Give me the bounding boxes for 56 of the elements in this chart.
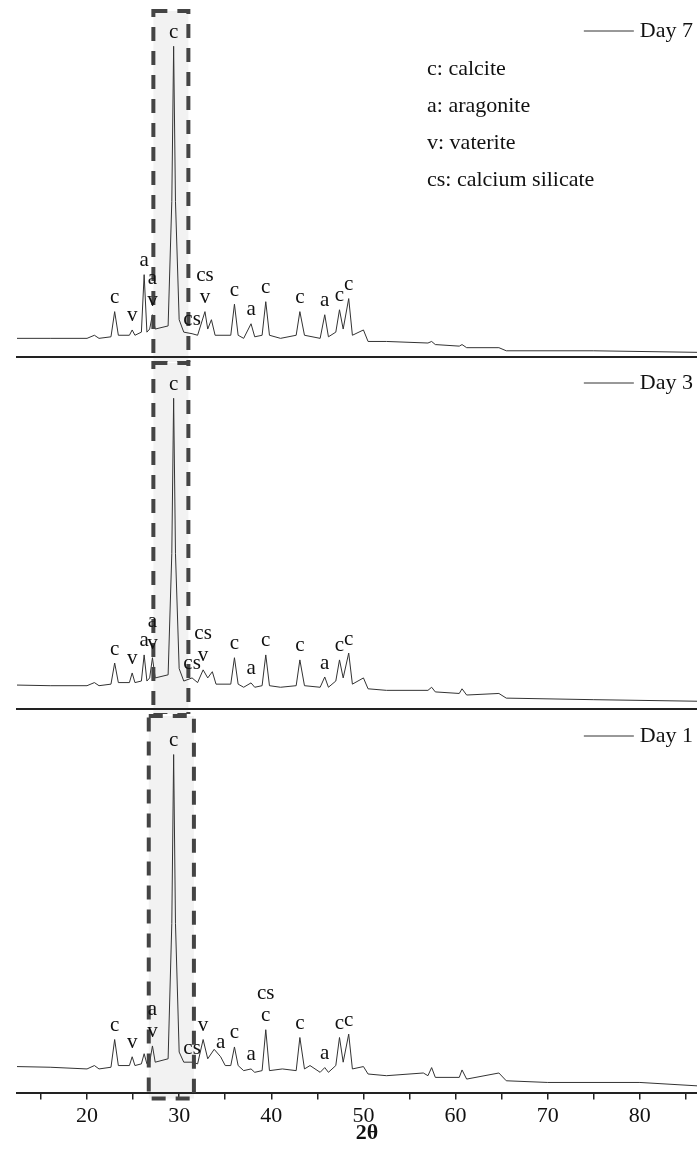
legend-label: Day 7: [639, 16, 693, 42]
annotation: cs: calcium silicate: [427, 165, 595, 191]
annotation: c: [295, 632, 305, 657]
annotation: a: [139, 247, 150, 272]
x-tick-label: 40: [260, 1101, 283, 1127]
annotation: a: [139, 627, 150, 652]
annotation: v: [126, 645, 138, 670]
annotation: a: [147, 265, 158, 290]
annotation: v: [197, 1012, 209, 1037]
annotation: v: [126, 1029, 138, 1054]
annotation: c: [168, 18, 179, 43]
annotation: v: [147, 1018, 159, 1043]
x-tick-label: 70: [536, 1101, 559, 1127]
annotation: c: [334, 632, 345, 657]
annotation: c: [344, 625, 354, 650]
annotation: cs: [196, 262, 214, 287]
annotation: a: [246, 655, 257, 680]
annotation: c: [295, 1010, 305, 1035]
annotation: c: [334, 1010, 345, 1035]
annotation: v: [147, 630, 159, 655]
annotation: c: [229, 630, 240, 655]
x-tick-label: 20: [76, 1101, 99, 1127]
x-tick-label: 30: [168, 1101, 191, 1127]
annotation: c: [168, 727, 179, 752]
annotation: a: [320, 287, 331, 312]
annotation: a: [320, 649, 331, 674]
annotation: cs: [183, 1034, 201, 1059]
annotation: c: [110, 1012, 120, 1037]
annotation: c: [261, 1002, 271, 1027]
annotation: a: [246, 1041, 257, 1066]
x-tick-label: 60: [444, 1101, 467, 1127]
annotation: a: [320, 1040, 331, 1065]
annotation: c: [110, 284, 120, 309]
annotation: c: [334, 282, 345, 307]
x-tick-label: 80: [628, 1101, 651, 1127]
annotation: v: vaterite: [427, 128, 516, 154]
annotation: c: calcite: [427, 54, 506, 80]
annotation: c: [229, 276, 240, 301]
legend-label: Day 3: [639, 368, 693, 394]
annotation: cs: [194, 620, 212, 645]
annotation: c: [229, 1019, 240, 1044]
annotation: c: [295, 284, 305, 309]
annotation: c: [344, 271, 354, 296]
annotation: a: aragonite: [427, 91, 531, 117]
annotation: v: [126, 302, 138, 327]
annotation: a: [246, 296, 257, 321]
annotation: a: [147, 608, 158, 633]
annotation: c: [110, 635, 120, 660]
legend-label: Day 1: [639, 721, 693, 747]
annotation: v: [199, 284, 211, 309]
annotation: a: [215, 1029, 226, 1054]
annotation: c: [261, 627, 271, 652]
annotation: cs: [257, 980, 275, 1005]
annotation: c: [168, 370, 179, 395]
annotation: c: [344, 1006, 354, 1031]
annotation: c: [261, 274, 271, 299]
